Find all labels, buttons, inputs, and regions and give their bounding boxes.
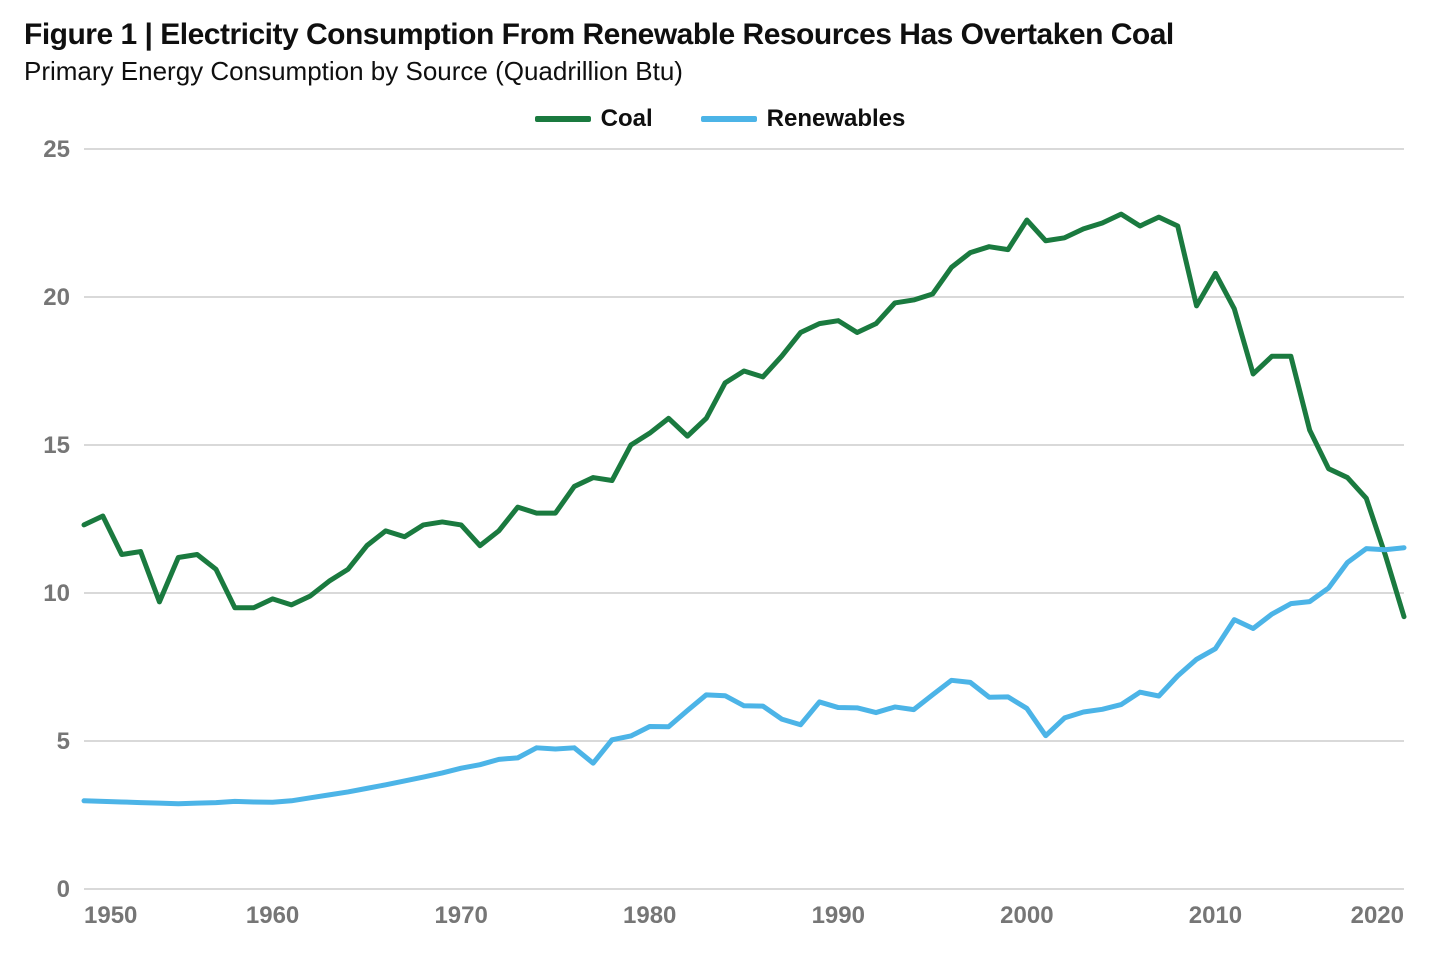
chart-svg: 0 5 10 15 20 25 1950 1960 1970 1980 1990 2000 2010 20… xyxy=(24,139,1416,939)
x-tick-label: 2020 xyxy=(1351,902,1404,929)
x-tick-label: 1970 xyxy=(434,902,487,929)
x-tick-label: 1960 xyxy=(246,902,299,929)
legend: Coal Renewables xyxy=(24,105,1416,133)
legend-label-renewables: Renewables xyxy=(767,105,906,133)
figure-subtitle: Primary Energy Consumption by Source (Qu… xyxy=(24,56,1416,87)
x-tick-label: 1990 xyxy=(812,902,865,929)
x-tick-label: 2000 xyxy=(1000,902,1053,929)
y-tick-label: 0 xyxy=(57,876,70,903)
series-line-coal xyxy=(84,214,1404,617)
x-tick-label: 1980 xyxy=(623,902,676,929)
x-tick-label: 1950 xyxy=(84,902,137,929)
y-tick-label: 5 xyxy=(57,728,70,755)
chart: 0 5 10 15 20 25 1950 1960 1970 1980 1990 2000 2010 20… xyxy=(24,139,1416,939)
y-tick-label: 20 xyxy=(43,284,70,311)
x-tick-label: 2010 xyxy=(1189,902,1242,929)
y-tick-label: 25 xyxy=(43,139,70,163)
series-line-renewables xyxy=(84,548,1404,804)
legend-item-coal: Coal xyxy=(535,105,653,133)
figure-title: Figure 1 | Electricity Consumption From … xyxy=(24,18,1416,52)
legend-label-coal: Coal xyxy=(601,105,653,133)
y-tick-label: 15 xyxy=(43,432,70,459)
y-tick-label: 10 xyxy=(43,580,70,607)
legend-swatch-coal xyxy=(535,116,591,122)
legend-item-renewables: Renewables xyxy=(701,105,906,133)
legend-swatch-renewables xyxy=(701,116,757,122)
